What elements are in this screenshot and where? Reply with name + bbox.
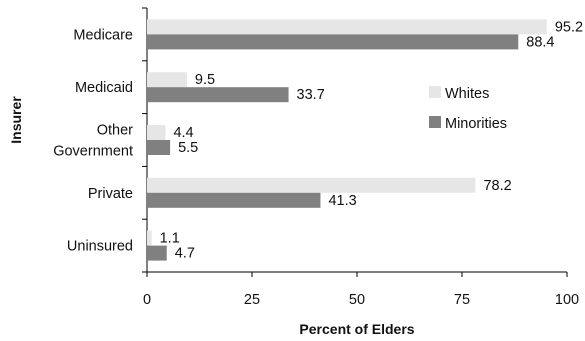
category-label-line: Medicaid: [75, 80, 133, 96]
data-label-whites: 9.5: [195, 72, 215, 88]
y-axis-title: Insurer: [8, 96, 24, 144]
bar-whites: [147, 230, 152, 246]
y-axis: Medicare Medicaid Other Government Private Un…: [53, 7, 148, 273]
legend-swatch-whites: [429, 86, 441, 98]
category-label: Other Government: [53, 123, 133, 160]
data-label-whites: 78.2: [483, 178, 511, 194]
category-label: Medicare: [73, 27, 133, 43]
x-tick-label: 100: [555, 292, 579, 308]
bar-whites: [147, 72, 187, 88]
x-axis: 0 25 50 75 100: [143, 271, 579, 308]
category-label-line: Government: [53, 144, 133, 160]
x-tick-label: 75: [454, 292, 470, 308]
x-axis-title: Percent of Elders: [299, 321, 414, 337]
data-label-whites: 95.2: [555, 19, 583, 35]
bar-minorities: [147, 34, 519, 50]
legend: Whites Minorities: [429, 86, 507, 132]
bar-minorities: [147, 87, 289, 103]
category-label-line: Uninsured: [67, 239, 133, 255]
x-tick-label: 25: [244, 292, 260, 308]
data-label-minorities: 4.7: [175, 246, 195, 262]
legend-swatch-minorities: [429, 116, 441, 128]
data-label-minorities: 41.3: [328, 193, 356, 209]
bar-whites: [147, 19, 547, 35]
category-label-line: Private: [88, 186, 133, 202]
bar-minorities: [147, 192, 321, 208]
bars: 95.288.4 9.5 33.7 4.45.5 78.2 41.3 1.14.7: [147, 19, 583, 262]
bar-minorities: [147, 245, 167, 261]
bar-minorities: [147, 140, 171, 155]
bar-whites: [147, 125, 166, 140]
category-label-line: Other: [97, 123, 133, 139]
x-tick-label: 50: [349, 292, 365, 308]
category-label: Private: [88, 186, 133, 202]
x-tick-label: 0: [143, 292, 151, 308]
data-label-minorities: 88.4: [526, 34, 554, 50]
data-label-whites: 1.1: [160, 231, 180, 247]
category-label: Uninsured: [67, 239, 133, 255]
category-label: Medicaid: [75, 80, 133, 96]
legend-label-minorities: Minorities: [445, 116, 507, 132]
bar-whites: [147, 177, 476, 193]
legend-label-whites: Whites: [445, 86, 489, 102]
data-label-minorities: 33.7: [297, 87, 325, 103]
data-label-whites: 4.4: [173, 125, 193, 141]
data-label-minorities: 5.5: [178, 140, 198, 156]
category-label-line: Medicare: [73, 27, 133, 43]
